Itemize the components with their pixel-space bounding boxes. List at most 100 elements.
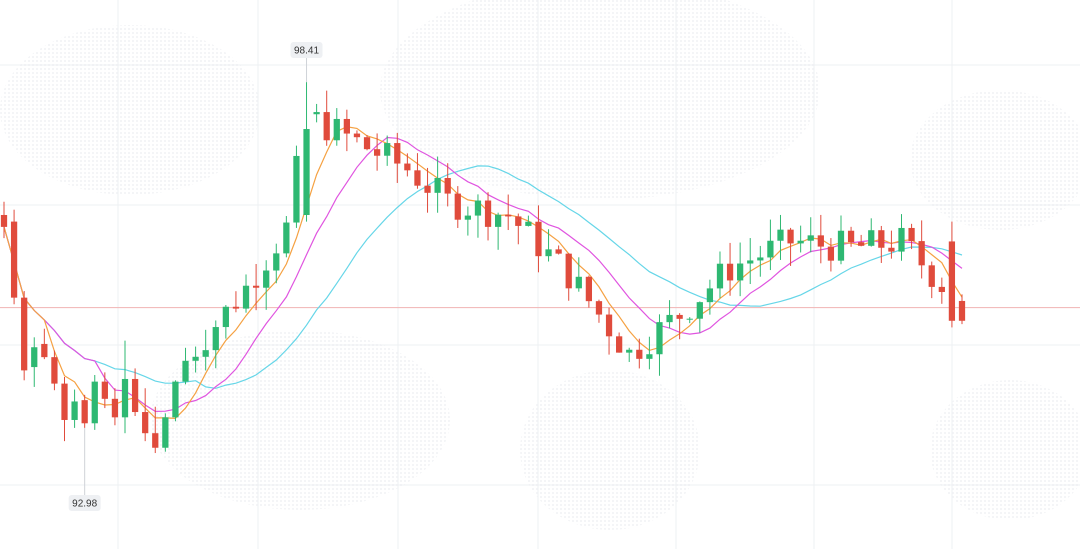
candle-body bbox=[293, 155, 300, 223]
candle-body bbox=[414, 170, 421, 186]
candle bbox=[585, 275, 593, 308]
candle bbox=[152, 406, 159, 454]
candle bbox=[222, 304, 229, 339]
candle bbox=[384, 135, 391, 166]
candle-body bbox=[555, 249, 562, 254]
candle-body bbox=[686, 318, 693, 320]
candle-body bbox=[273, 253, 280, 271]
candle bbox=[868, 218, 875, 247]
candle bbox=[162, 413, 169, 452]
candle bbox=[565, 253, 572, 301]
candle-body bbox=[898, 227, 905, 252]
high-price-label: 98.41 bbox=[294, 46, 319, 57]
candle-body bbox=[373, 149, 381, 156]
candle bbox=[626, 347, 633, 362]
candle bbox=[958, 294, 966, 325]
candle-body bbox=[51, 357, 58, 384]
candle bbox=[686, 317, 693, 324]
candle bbox=[646, 336, 653, 370]
candle-body bbox=[91, 381, 98, 424]
candle-body bbox=[363, 137, 371, 150]
candle-body bbox=[505, 214, 512, 217]
candle bbox=[908, 223, 915, 250]
candle bbox=[41, 328, 48, 360]
candle-body bbox=[61, 383, 68, 420]
candle bbox=[666, 300, 673, 329]
candle bbox=[182, 347, 189, 385]
candle bbox=[787, 227, 794, 266]
candle bbox=[202, 329, 209, 371]
candle-body bbox=[353, 133, 361, 138]
candle bbox=[101, 372, 108, 409]
candle-body bbox=[545, 249, 552, 257]
candle bbox=[172, 380, 179, 422]
candle-body bbox=[323, 112, 330, 141]
candle-body bbox=[797, 240, 804, 244]
candle bbox=[343, 109, 350, 152]
candle-body bbox=[837, 230, 845, 261]
candle-body bbox=[767, 240, 774, 258]
candle-body bbox=[706, 288, 714, 303]
candle-body bbox=[31, 347, 38, 368]
candle-body bbox=[384, 143, 391, 156]
candle-body bbox=[807, 235, 814, 241]
candle-body bbox=[111, 398, 119, 418]
candle-body bbox=[202, 350, 209, 357]
candle bbox=[121, 340, 129, 434]
candle-body bbox=[131, 378, 139, 413]
candle bbox=[716, 251, 724, 299]
candle bbox=[232, 291, 240, 313]
candle bbox=[192, 346, 199, 373]
candle bbox=[283, 216, 290, 258]
candle bbox=[273, 243, 280, 284]
extreme-callouts: 98.41 92.98 bbox=[68, 42, 323, 511]
candle bbox=[575, 257, 582, 292]
candle-body bbox=[162, 417, 169, 448]
candle-body bbox=[858, 242, 865, 246]
candle-body bbox=[666, 314, 673, 323]
candle-body bbox=[283, 222, 290, 254]
candle bbox=[515, 213, 522, 245]
candle bbox=[898, 214, 905, 261]
candle bbox=[61, 376, 68, 442]
candle-body bbox=[575, 276, 582, 289]
candle-body bbox=[726, 263, 734, 281]
candle bbox=[373, 133, 381, 171]
candle bbox=[242, 274, 250, 313]
candle-body bbox=[142, 412, 149, 434]
candle-body bbox=[585, 276, 593, 302]
candle-body bbox=[757, 257, 764, 261]
candle bbox=[747, 238, 754, 285]
candle-body bbox=[222, 306, 229, 328]
candle bbox=[696, 301, 703, 333]
candle-body bbox=[434, 178, 441, 193]
candle bbox=[827, 238, 835, 272]
candle bbox=[837, 215, 845, 265]
ma10-line bbox=[3, 136, 963, 413]
candle bbox=[484, 192, 492, 241]
candle bbox=[131, 368, 139, 417]
candle bbox=[817, 214, 824, 264]
candle-body bbox=[535, 221, 542, 257]
candle bbox=[293, 145, 300, 228]
low-price-label: 92.98 bbox=[72, 499, 97, 510]
candle-body bbox=[41, 343, 48, 358]
candle-body bbox=[252, 285, 260, 288]
candle-body bbox=[656, 322, 663, 355]
candle bbox=[545, 229, 552, 262]
candle bbox=[474, 194, 482, 238]
candle bbox=[777, 214, 784, 260]
candle-body bbox=[21, 297, 28, 371]
candle-body bbox=[787, 229, 794, 244]
candle-body bbox=[152, 433, 159, 448]
candle bbox=[424, 167, 431, 213]
candle bbox=[797, 225, 804, 253]
candle-body bbox=[343, 118, 350, 134]
candle bbox=[263, 260, 270, 310]
candle bbox=[0, 201, 8, 239]
candle bbox=[706, 279, 714, 315]
candle bbox=[31, 337, 38, 387]
candle bbox=[252, 263, 260, 311]
candle bbox=[888, 230, 895, 259]
